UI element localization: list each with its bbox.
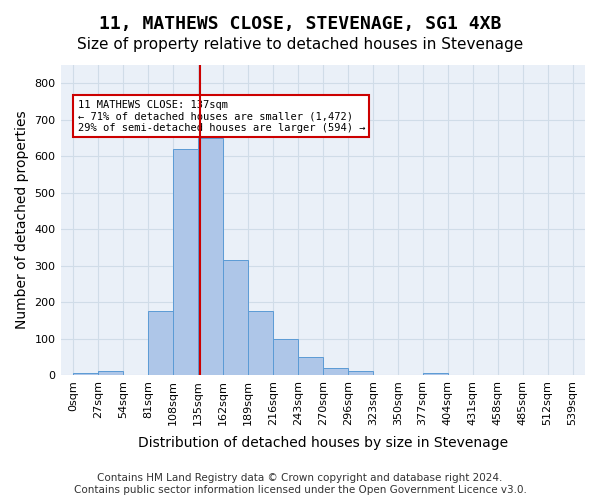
Bar [73, 373, 98, 375]
Bar [98, 372, 123, 375]
Bar [148, 311, 173, 375]
Bar [298, 357, 323, 375]
Text: Size of property relative to detached houses in Stevenage: Size of property relative to detached ho… [77, 38, 523, 52]
Bar [198, 138, 223, 375]
X-axis label: Distribution of detached houses by size in Stevenage: Distribution of detached houses by size … [138, 436, 508, 450]
Bar [348, 372, 373, 375]
Text: Contains HM Land Registry data © Crown copyright and database right 2024.
Contai: Contains HM Land Registry data © Crown c… [74, 474, 526, 495]
Bar [173, 149, 198, 375]
Bar [273, 338, 298, 375]
Bar [323, 368, 348, 375]
Text: 11 MATHEWS CLOSE: 137sqm
← 71% of detached houses are smaller (1,472)
29% of sem: 11 MATHEWS CLOSE: 137sqm ← 71% of detach… [77, 100, 365, 133]
Bar [248, 311, 273, 375]
Text: 11, MATHEWS CLOSE, STEVENAGE, SG1 4XB: 11, MATHEWS CLOSE, STEVENAGE, SG1 4XB [99, 15, 501, 33]
Bar [223, 260, 248, 375]
Bar [422, 373, 448, 375]
Y-axis label: Number of detached properties: Number of detached properties [15, 110, 29, 330]
